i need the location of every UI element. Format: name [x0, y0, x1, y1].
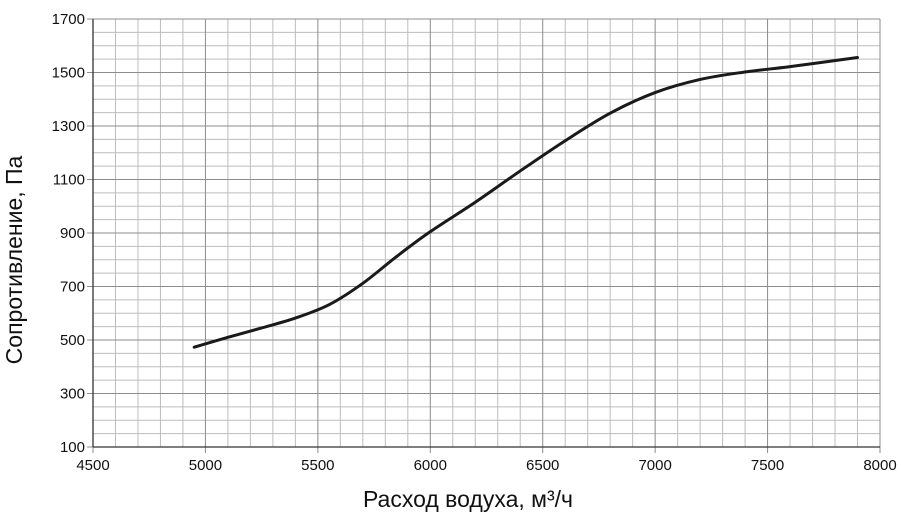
x-tick-label: 7000: [638, 457, 671, 474]
x-axis-title: Расход водуха, м³/ч: [363, 486, 573, 512]
x-tick-label: 7500: [751, 457, 784, 474]
y-tick-label: 100: [60, 439, 85, 456]
grid-major: [87, 18, 881, 453]
y-tick-label: 1300: [52, 118, 85, 135]
x-tick-label: 6500: [526, 457, 559, 474]
x-tick-labels: 4500 5000 5500 6000 6500 7000 7500 8000: [76, 457, 896, 474]
axes: [92, 19, 880, 448]
y-tick-label: 700: [60, 279, 85, 296]
y-tick-label: 1700: [52, 11, 85, 28]
y-tick-label: 1100: [53, 172, 85, 189]
x-tick-label: 5500: [301, 457, 334, 474]
y-tick-label: 900: [60, 225, 85, 242]
x-tick-label: 4500: [76, 457, 109, 474]
x-tick-label: 6000: [414, 457, 447, 474]
y-tick-label: 500: [60, 332, 85, 349]
y-tick-labels: 100 300 500 700 900 1100 1300 1500 1700: [52, 11, 85, 456]
series-group: [192, 56, 860, 349]
x-tick-label: 8000: [863, 457, 896, 474]
series-line: [192, 56, 860, 349]
y-tick-label: 300: [60, 386, 85, 403]
y-axis-title: Сопротивление, Па: [1, 155, 27, 364]
x-tick-label: 5000: [189, 457, 222, 474]
y-tick-label: 1500: [52, 65, 85, 82]
